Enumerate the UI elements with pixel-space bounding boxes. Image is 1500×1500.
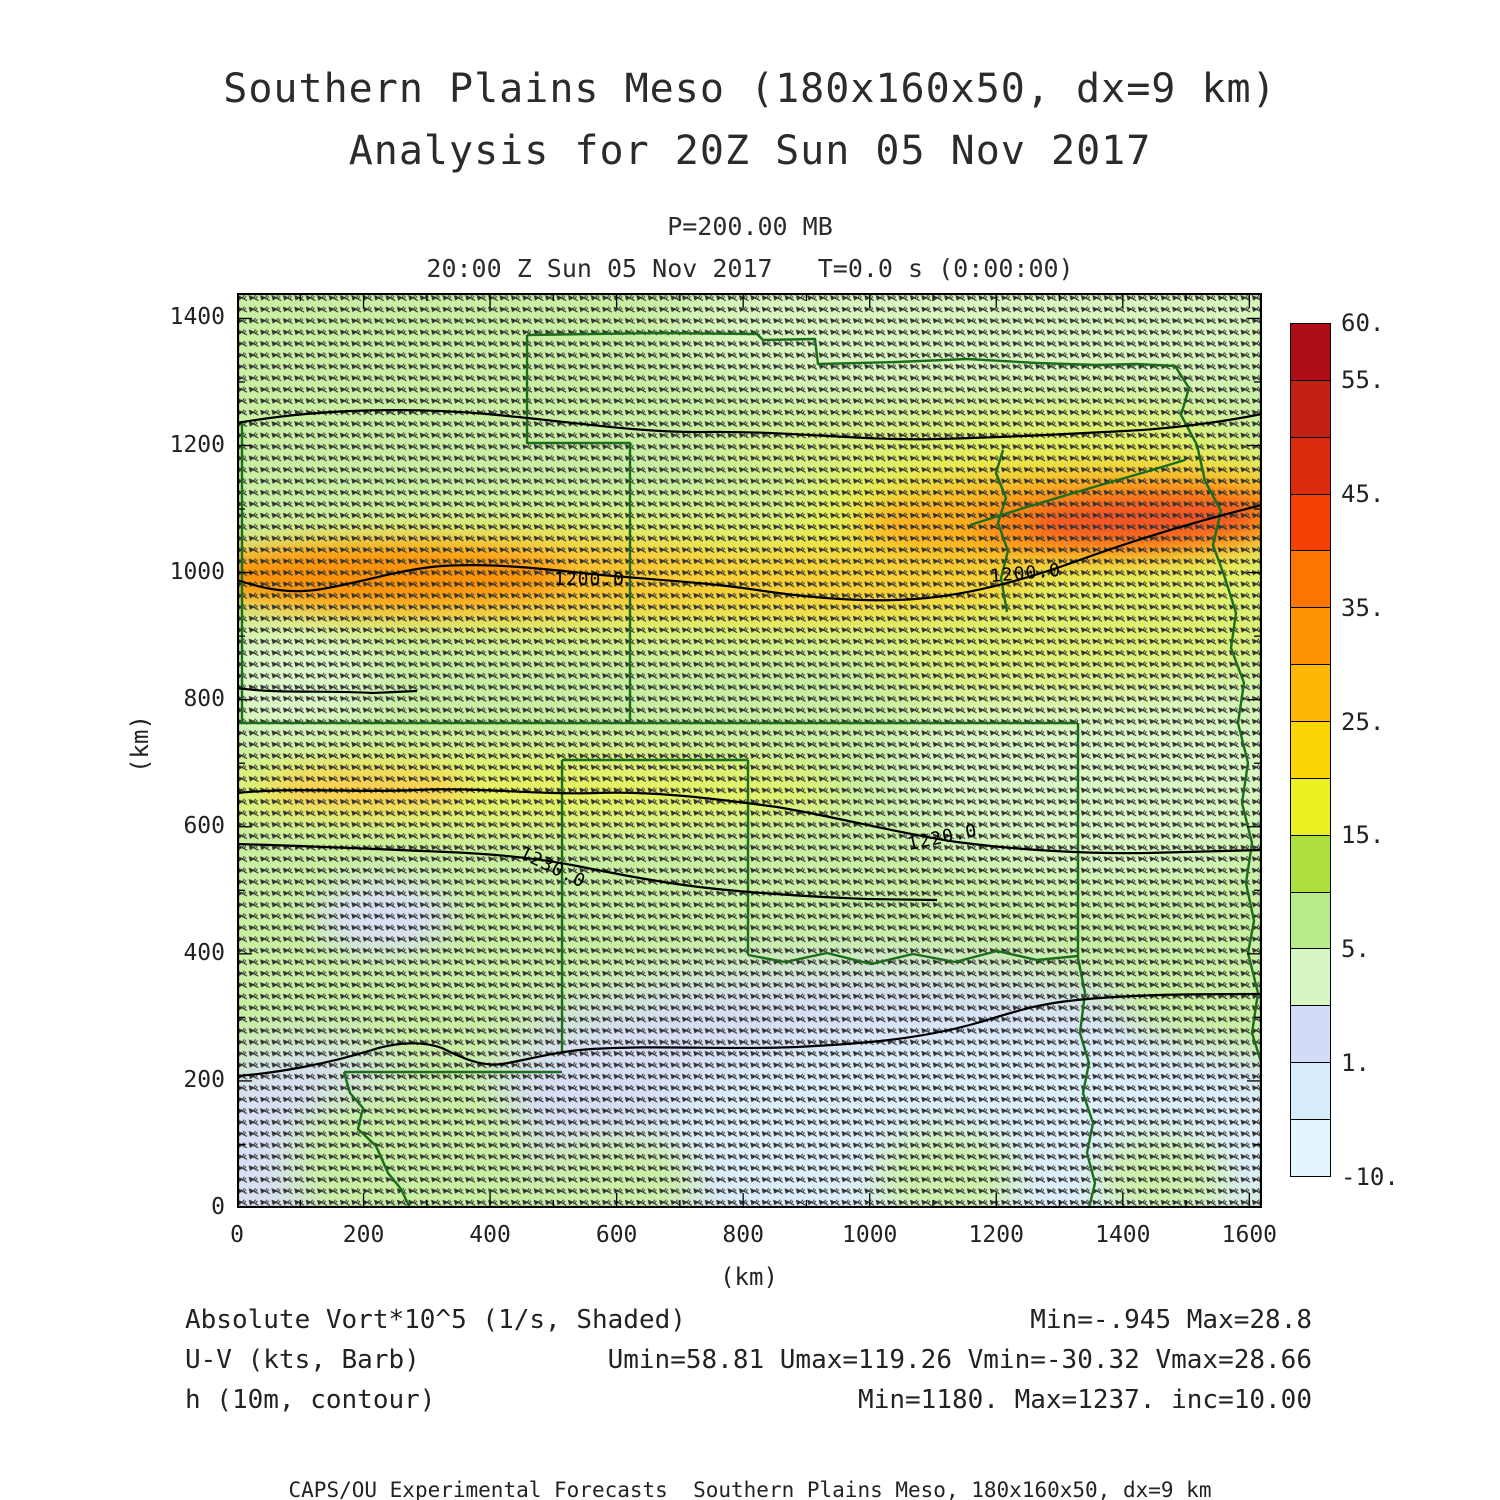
colorbar-tick-label: 15. bbox=[1341, 821, 1385, 850]
colorbar-tick-label: -10. bbox=[1341, 1163, 1399, 1191]
colorbar-segment bbox=[1291, 380, 1330, 438]
y-axis-tick-label: 0 bbox=[211, 1194, 225, 1220]
colorbar-segment bbox=[1291, 778, 1330, 836]
x-axis-tick-label: 800 bbox=[722, 1222, 764, 1248]
footer-credit: CAPS/OU Experimental Forecasts Southern … bbox=[288, 1478, 1212, 1500]
x-axis-tick-label: 200 bbox=[342, 1222, 385, 1248]
legend-field-label: h (10m, contour) bbox=[185, 1385, 436, 1415]
colorbar-tick-label: 45. bbox=[1341, 479, 1385, 508]
colorbar-segment bbox=[1291, 437, 1330, 495]
legend-stats-label: Min=-.945 Max=28.8 bbox=[1030, 1305, 1312, 1335]
y-axis-tick-label: 200 bbox=[183, 1066, 225, 1093]
y-axis-tick-label: 600 bbox=[183, 812, 225, 839]
colorbar-segment bbox=[1291, 1120, 1330, 1176]
contour-line bbox=[237, 503, 1262, 602]
page-title: Southern Plains Meso (180x160x50, dx=9 k… bbox=[223, 66, 1277, 112]
y-axis-unit-label: (km) bbox=[126, 715, 154, 773]
x-axis-tick-label: 1400 bbox=[1095, 1222, 1151, 1248]
y-axis-tick-label: 800 bbox=[183, 685, 225, 712]
map-plot: 1200.0 1200.0 1220.0 1230.0 bbox=[237, 293, 1262, 1208]
colorbar-tick-label: 35. bbox=[1341, 593, 1385, 622]
legend-row: h (10m, contour) Min=1180. Max=1237. inc=… bbox=[185, 1380, 1312, 1420]
wind-barb-field bbox=[237, 293, 1262, 1208]
legend-field-label: U-V (kts, Barb) bbox=[185, 1345, 420, 1375]
y-axis-tick-label: 1200 bbox=[169, 431, 225, 458]
pressure-level-label: P=200.00 MB bbox=[667, 212, 833, 241]
colorbar-segment bbox=[1291, 892, 1330, 950]
height-contours bbox=[237, 408, 1262, 1078]
page-subtitle: Analysis for 20Z Sun 05 Nov 2017 bbox=[348, 128, 1152, 174]
state-border-line bbox=[342, 1071, 412, 1208]
x-axis-tick-label: 400 bbox=[469, 1222, 511, 1248]
legend-row: U-V (kts, Barb) Umin=58.81 Umax=119.26 Vm… bbox=[185, 1340, 1312, 1380]
colorbar-tick-label: 5. bbox=[1341, 935, 1370, 964]
contour-line bbox=[237, 842, 938, 902]
colorbar-tick-label: 60. bbox=[1341, 309, 1385, 337]
x-axis-tick-label: 1200 bbox=[968, 1222, 1024, 1248]
colorbar-tick-label: 55. bbox=[1341, 365, 1385, 394]
colorbar-segment bbox=[1291, 1006, 1330, 1064]
x-axis-tick-label: 0 bbox=[230, 1222, 244, 1248]
valid-time-label: 20:00 Z Sun 05 Nov 2017 T=0.0 s (0:00:00… bbox=[426, 254, 1074, 283]
map-frame bbox=[237, 293, 1262, 1208]
legend: Absolute Vort*10^5 (1/s, Shaded) Min=-.94… bbox=[185, 1300, 1312, 1420]
colorbar-segment bbox=[1291, 835, 1330, 893]
contour-line bbox=[237, 992, 1262, 1078]
contour-line bbox=[237, 788, 1262, 855]
state-border-line bbox=[1076, 957, 1097, 1208]
colorbar-segment bbox=[1291, 722, 1330, 779]
x-axis-unit-label: (km) bbox=[720, 1263, 778, 1291]
state-borders bbox=[237, 331, 1262, 1208]
y-axis-tick-label: 1000 bbox=[169, 558, 225, 585]
state-border-line bbox=[525, 335, 632, 723]
state-border-line bbox=[526, 331, 1262, 1066]
y-axis-tick-label: 1400 bbox=[169, 304, 225, 331]
state-border-line bbox=[969, 458, 1186, 527]
colorbar bbox=[1290, 323, 1331, 1177]
map-overlay bbox=[237, 293, 1262, 1208]
colorbar-segment bbox=[1291, 608, 1330, 666]
colorbar-segment bbox=[1291, 324, 1330, 381]
colorbar-tick-label: 1. bbox=[1341, 1049, 1370, 1078]
legend-stats-label: Min=1180. Max=1237. inc=10.00 bbox=[858, 1385, 1312, 1415]
colorbar-segment bbox=[1291, 949, 1330, 1007]
legend-row: Absolute Vort*10^5 (1/s, Shaded) Min=-.94… bbox=[185, 1300, 1312, 1340]
state-border-line bbox=[747, 949, 1079, 966]
contour-label: 1200.0 bbox=[554, 569, 626, 590]
x-axis-tick-label: 1000 bbox=[842, 1222, 898, 1248]
legend-stats-label: Umin=58.81 Umax=119.26 Vmin=-30.32 Vmax=… bbox=[607, 1345, 1312, 1375]
colorbar-segment bbox=[1291, 1063, 1330, 1121]
colorbar-segment bbox=[1291, 665, 1330, 723]
colorbar-tick-label: 25. bbox=[1341, 707, 1385, 736]
contour-line bbox=[237, 686, 418, 695]
colorbar-segment bbox=[1291, 494, 1330, 552]
legend-field-label: Absolute Vort*10^5 (1/s, Shaded) bbox=[185, 1305, 686, 1335]
state-border-line bbox=[994, 449, 1010, 613]
contour-line bbox=[237, 408, 1262, 441]
y-axis-tick-label: 400 bbox=[183, 939, 225, 966]
x-axis-tick-label: 600 bbox=[595, 1222, 638, 1248]
colorbar-segment bbox=[1291, 551, 1330, 609]
x-axis-tick-label: 1600 bbox=[1221, 1222, 1278, 1248]
